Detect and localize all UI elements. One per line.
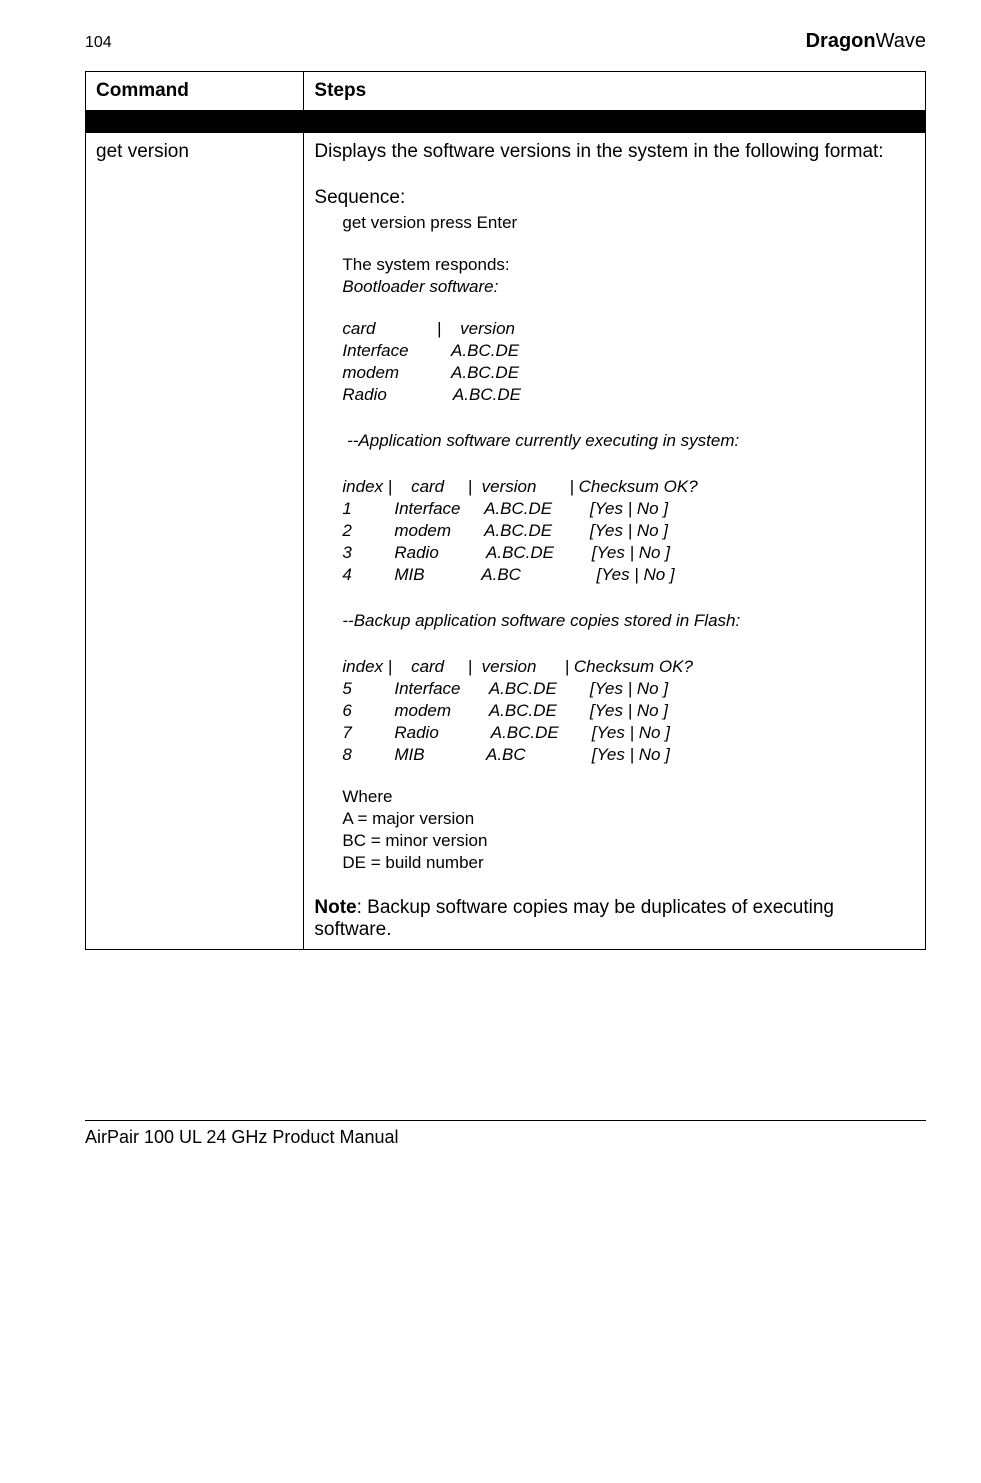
brand-name: DragonWave [806,30,926,53]
where-line: DE = build number [342,853,915,873]
backup-row: 7 Radio A.BC.DE [Yes | No ] [342,723,915,743]
footer-text: AirPair 100 UL 24 GHz Product Manual [85,1120,926,1148]
app-row: 3 Radio A.BC.DE [Yes | No ] [342,543,915,563]
sequence-block: get version press Enter The system respo… [342,213,915,873]
steps-intro: Displays the software versions in the sy… [314,141,915,163]
brand-bold: Dragon [806,30,876,52]
brand-light: Wave [876,30,926,52]
where-line: A = major version [342,809,915,829]
col-header-command: Command [86,72,304,111]
app-table-header: index | card | version | Checksum OK? [342,477,915,497]
sequence-cmd: get version press Enter [342,213,915,233]
backup-row: 8 MIB A.BC [Yes | No ] [342,745,915,765]
page-header: 104 DragonWave [85,30,926,53]
app-row: 1 Interface A.BC.DE [Yes | No ] [342,499,915,519]
backup-row: 6 modem A.BC.DE [Yes | No ] [342,701,915,721]
sequence-label: Sequence: [314,187,915,209]
bl-row: Interface A.BC.DE [342,341,915,361]
steps-cell: Displays the software versions in the sy… [304,133,926,950]
table-divider [86,111,926,133]
note-label: Note [314,897,356,918]
note-line: Note: Backup software copies may be dupl… [314,897,915,941]
page-number: 104 [85,34,112,52]
bl-table-header: card | version [342,319,915,339]
table-header-row: Command Steps [86,72,926,111]
backup-section-header: --Backup application software copies sto… [342,611,915,631]
app-section-header: --Application software currently executi… [342,431,915,451]
backup-row: 5 Interface A.BC.DE [Yes | No ] [342,679,915,699]
system-responds: The system responds: [342,255,915,275]
col-header-steps: Steps [304,72,926,111]
bootloader-header: Bootloader software: [342,277,915,297]
backup-table-header: index | card | version | Checksum OK? [342,657,915,677]
command-cell: get version [86,133,304,950]
app-row: 2 modem A.BC.DE [Yes | No ] [342,521,915,541]
where-label: Where [342,787,915,807]
bl-row: modem A.BC.DE [342,363,915,383]
where-line: BC = minor version [342,831,915,851]
table-row: get version Displays the software versio… [86,133,926,950]
app-row: 4 MIB A.BC [Yes | No ] [342,565,915,585]
bl-row: Radio A.BC.DE [342,385,915,405]
command-table: Command Steps get version Displays the s… [85,71,926,950]
note-text: : Backup software copies may be duplicat… [314,897,834,940]
